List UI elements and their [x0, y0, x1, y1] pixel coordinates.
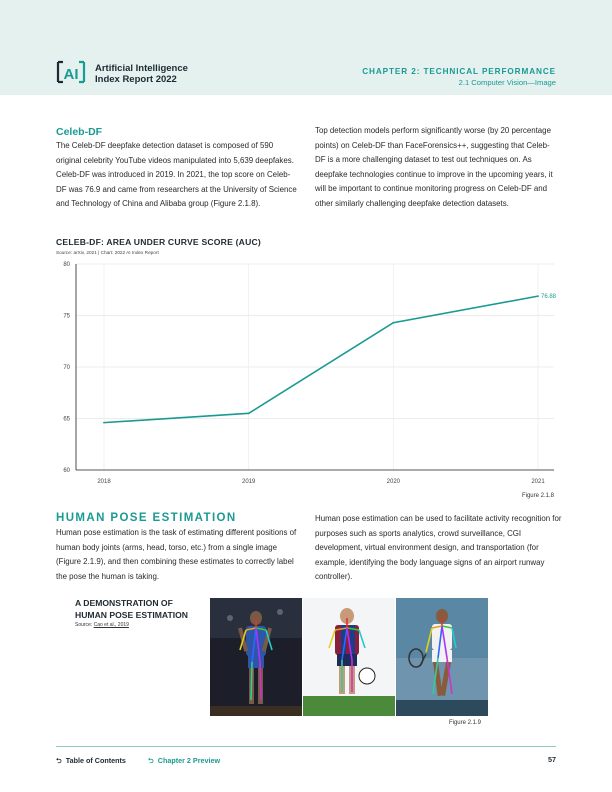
- data-point: [537, 295, 539, 298]
- pose-demo-title-line-1: A DEMONSTRATION OF: [75, 598, 173, 608]
- chapter-title: CHAPTER 2: TECHNICAL PERFORMANCE: [362, 67, 556, 76]
- celeb-df-right-paragraph: Top detection models perform significant…: [315, 126, 553, 208]
- table-of-contents-link[interactable]: ⮌ Table of Contents: [56, 755, 126, 768]
- chapter-heading: CHAPTER 2: TECHNICAL PERFORMANCE 2.1 Com…: [362, 67, 556, 87]
- celeb-df-left-paragraph: The Celeb-DF deepfake detection dataset …: [56, 141, 297, 209]
- report-brand: Artificial Intelligence Index Report 202…: [95, 63, 188, 85]
- end-value-label: 76.88: [541, 294, 556, 300]
- footer-divider: [56, 746, 556, 747]
- brand-line-1: Artificial Intelligence: [95, 63, 188, 74]
- auc-line-chart: 60657075802018201920202021Area Under Cur…: [63, 262, 556, 499]
- pose-demo-source: Source: Cao et al., 2019: [75, 622, 129, 628]
- chapter-preview-link[interactable]: ⮌ Chapter 2 Preview: [148, 755, 220, 768]
- y-tick-label: 70: [63, 365, 70, 371]
- return-arrow-icon: ⮌: [56, 756, 62, 765]
- return-arrow-icon: ⮌: [148, 756, 154, 765]
- chart-title: CELEB-DF: AREA UNDER CURVE SCORE (AUC): [56, 237, 261, 247]
- pose-source-link[interactable]: Cao et al., 2019: [93, 622, 129, 628]
- page-number: 57: [548, 755, 556, 764]
- x-tick-label: 2019: [242, 479, 256, 485]
- pose-left-paragraph: Human pose estimation is the task of est…: [56, 528, 297, 581]
- figure-2-1-9-label: Figure 2.1.9: [448, 720, 481, 726]
- x-tick-label: 2020: [387, 479, 401, 485]
- chart-source: Source: arXiv, 2021 | Chart: 2022 AI Ind…: [56, 250, 159, 255]
- pose-photo-soccer: [303, 598, 395, 716]
- section-title: 2.1 Computer Vision—Image: [458, 78, 556, 87]
- x-tick-label: 2021: [531, 479, 545, 485]
- x-tick-label: 2018: [97, 479, 111, 485]
- y-tick-label: 60: [63, 468, 70, 474]
- pose-demo-title-line-2: HUMAN POSE ESTIMATION: [75, 609, 188, 620]
- pose-source-prefix: Source:: [75, 622, 94, 628]
- page-header: AI Artificial Intelligence Index Report …: [0, 0, 612, 95]
- pose-photo-tennis: [396, 598, 488, 716]
- data-point: [247, 412, 250, 415]
- celeb-df-heading: Celeb-DF: [56, 126, 103, 138]
- series-line-auc: [103, 295, 539, 424]
- brand-line-2: Index Report 2022: [95, 74, 177, 85]
- pose-photo-basketball: [210, 598, 302, 716]
- ai-index-logo: AI: [56, 60, 86, 84]
- y-tick-label: 80: [63, 262, 70, 268]
- data-point: [103, 421, 105, 424]
- pose-heading: HUMAN POSE ESTIMATION: [56, 512, 237, 524]
- chapter-preview-label: Chapter 2 Preview: [157, 756, 221, 765]
- toc-label: Table of Contents: [65, 756, 126, 765]
- logo-text: AI: [64, 66, 79, 83]
- data-point: [392, 321, 395, 324]
- pose-demo-title: A DEMONSTRATION OF HUMAN POSE ESTIMATION: [75, 598, 188, 621]
- pose-right-paragraph: Human pose estimation can be used to fac…: [315, 514, 562, 582]
- y-tick-label: 65: [63, 417, 70, 423]
- figure-2-1-8-label: Figure 2.1.8: [522, 493, 555, 499]
- y-tick-label: 75: [63, 314, 70, 320]
